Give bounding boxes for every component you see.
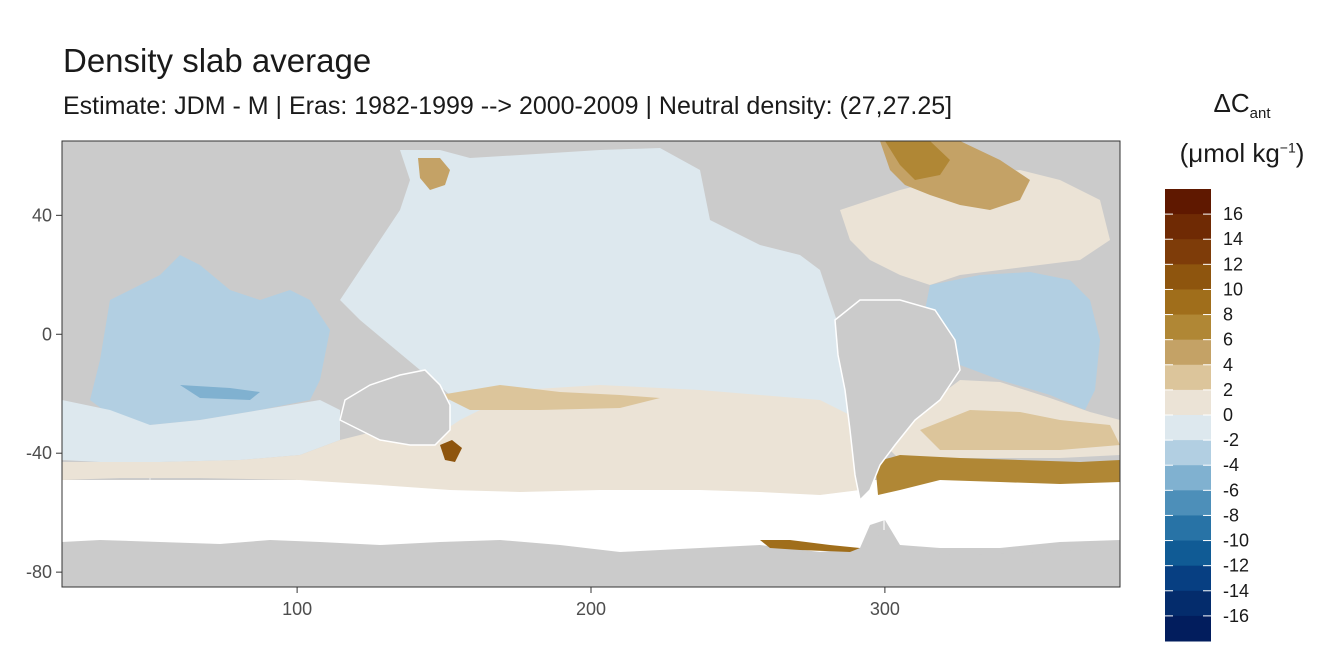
legend-title-unit: (μmol kg−1)	[1179, 138, 1305, 168]
y-tick-label: 0	[42, 324, 52, 344]
x-tick-label: 300	[870, 599, 900, 619]
colorbar-label: 0	[1223, 405, 1233, 425]
chart-title: Density slab average	[63, 42, 372, 79]
colorbar-segment	[1165, 490, 1211, 516]
australia	[339, 369, 451, 446]
colorbar-label: -6	[1223, 480, 1239, 500]
north-atlantic	[840, 170, 1110, 285]
colorbar-segment	[1165, 289, 1211, 316]
antarctica	[62, 530, 1120, 587]
colorbar-label: 14	[1223, 229, 1243, 249]
okhotsk-warm-patch	[418, 158, 450, 190]
colorbar-label: -4	[1223, 455, 1239, 475]
colorbar-segment	[1165, 515, 1211, 542]
map-panel	[62, 141, 1120, 587]
colorbar-label: -16	[1223, 606, 1249, 626]
colorbar-label: 10	[1223, 279, 1243, 299]
y-tick-label: 40	[32, 205, 52, 225]
colorbar-segment	[1165, 189, 1211, 215]
y-axis: 40 0 -40 -80	[26, 205, 62, 582]
colorbar-label: 6	[1223, 330, 1233, 350]
new-zealand-patch	[440, 440, 462, 462]
colorbar-segment	[1165, 339, 1211, 366]
southern-nodata-band	[62, 480, 1120, 552]
southern-warm-patch	[440, 385, 660, 410]
colorbar-segment	[1165, 389, 1211, 416]
weddell-warm-patch	[760, 540, 860, 552]
colorbar: 16 14 12 10 8 6 4 2 0 -2 -4 -6 -8 -10 -12 -14 -16	[1165, 189, 1249, 642]
colorbar-label: -10	[1223, 531, 1249, 551]
colorbar-label: -12	[1223, 556, 1249, 576]
legend-title-variable: ΔCant	[1213, 88, 1271, 123]
chart-subtitle: Estimate: JDM - M | Eras: 1982-1999 --> …	[63, 92, 953, 120]
colorbar-label: -8	[1223, 505, 1239, 525]
colorbar-label: 8	[1223, 305, 1233, 325]
south-america	[834, 299, 961, 502]
colorbar-segment	[1165, 214, 1211, 240]
y-tick-label: -40	[26, 443, 52, 463]
argentine-basin-band	[875, 455, 1120, 495]
indian-ocean-deep-patch	[180, 385, 260, 400]
colorbar-segment	[1165, 465, 1211, 491]
colorbar-label: 12	[1223, 254, 1243, 274]
colorbar-segment	[1165, 264, 1211, 290]
colorbar-label: 2	[1223, 380, 1233, 400]
tropical-atlantic	[925, 272, 1100, 410]
colorbar-segment	[1165, 540, 1211, 567]
colorbar-segment	[1165, 590, 1211, 617]
colorbar-label: -14	[1223, 581, 1249, 601]
south-atlantic-warm	[920, 410, 1120, 450]
x-tick-label: 100	[282, 599, 312, 619]
x-axis: 100 200 300	[282, 587, 900, 619]
colorbar-segment	[1165, 314, 1211, 341]
colorbar-segment	[1165, 364, 1211, 391]
indian-ocean-west	[62, 400, 340, 462]
colorbar-label: -2	[1223, 430, 1239, 450]
subarctic-atlantic-core	[885, 141, 950, 180]
colorbar-label: 16	[1223, 204, 1243, 224]
indian-ocean	[90, 255, 330, 425]
colorbar-segment	[1165, 239, 1211, 265]
y-tick-label: -80	[26, 562, 52, 582]
colorbar-segment	[1165, 415, 1211, 441]
colorbar-segment	[1165, 565, 1211, 592]
x-tick-label: 200	[576, 599, 606, 619]
colorbar-label: 4	[1223, 355, 1233, 375]
colorbar-segment	[1165, 440, 1211, 466]
southern-ocean-band	[62, 385, 870, 495]
colorbar-segment	[1165, 615, 1211, 642]
